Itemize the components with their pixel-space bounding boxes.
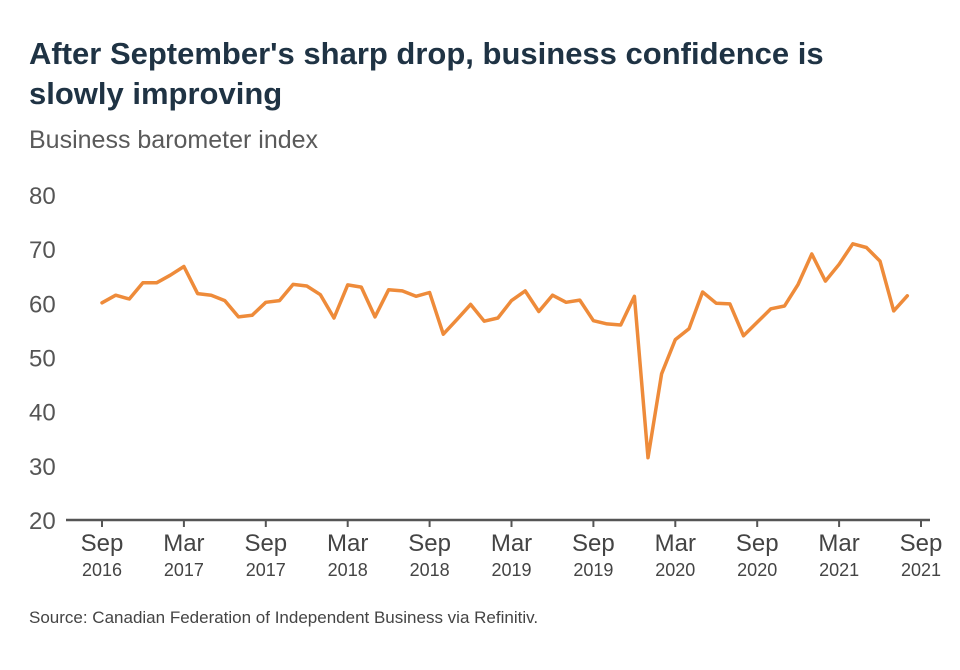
x-tick-year-label: 2021: [901, 560, 941, 580]
x-tick-month-label: Sep: [736, 530, 779, 557]
x-tick-month-label: Mar: [818, 530, 859, 557]
x-tick-month-label: Sep: [572, 530, 615, 557]
x-tick-year-label: 2017: [246, 560, 286, 580]
x-tick-month-label: Mar: [655, 530, 696, 557]
x-tick-year-label: 2018: [410, 560, 450, 580]
x-tick-year-label: 2017: [164, 560, 204, 580]
x-axis: Sep 2016 Mar 2017 Sep 2017 Mar 2018 Sep 2018 Mar 20…: [66, 520, 942, 580]
x-tick-year-label: 2019: [573, 560, 613, 580]
x-tick-month-label: Mar: [491, 530, 532, 557]
y-tick-label: 70: [29, 237, 56, 264]
y-axis: 20 30 40 50 60 70 80: [29, 183, 56, 535]
y-tick-label: 60: [29, 291, 56, 318]
x-tick-year-label: 2020: [737, 560, 777, 580]
y-tick-label: 20: [29, 508, 56, 535]
x-tick-year-label: 2016: [82, 560, 122, 580]
y-tick-label: 30: [29, 454, 56, 481]
x-tick-month-label: Sep: [81, 530, 124, 557]
x-tick-year-label: 2020: [655, 560, 695, 580]
y-tick-label: 40: [29, 400, 56, 427]
source-note: Source: Canadian Federation of Independe…: [29, 608, 538, 628]
x-tick-month-label: Sep: [408, 530, 451, 557]
series-line: [102, 244, 907, 458]
y-tick-label: 80: [29, 183, 56, 210]
x-tick-year-label: 2021: [819, 560, 859, 580]
x-tick-month-label: Sep: [900, 530, 943, 557]
line-chart: 20 30 40 50 60 70 80 Sep 2016 Mar 2017 Sep 2017 Mar 2…: [0, 0, 960, 600]
x-tick-month-label: Mar: [327, 530, 368, 557]
x-tick-month-label: Mar: [163, 530, 204, 557]
x-tick-month-label: Sep: [244, 530, 287, 557]
x-tick-year-label: 2018: [328, 560, 368, 580]
x-tick-year-label: 2019: [491, 560, 531, 580]
y-tick-label: 50: [29, 346, 56, 373]
